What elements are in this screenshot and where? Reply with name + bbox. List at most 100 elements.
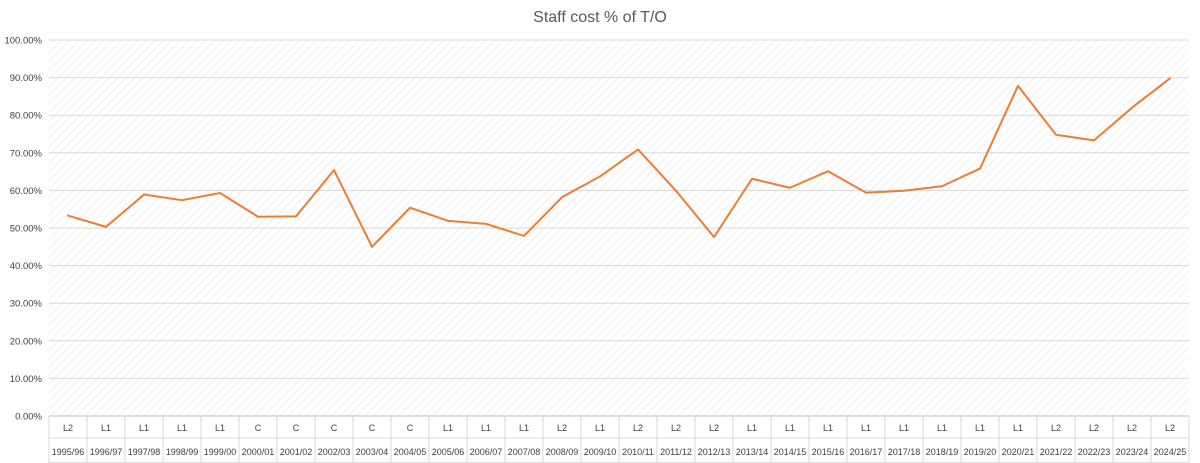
x-tick-label: 1995/96 [52, 447, 85, 457]
x-tick-label: 2008/09 [546, 447, 579, 457]
x-group-label: C [255, 423, 262, 433]
x-group-label: L2 [1051, 423, 1061, 433]
y-tick-label: 40.00% [10, 261, 43, 272]
y-tick-label: 60.00% [10, 186, 43, 197]
x-tick-label: 1996/97 [90, 447, 123, 457]
x-group-label: L1 [443, 423, 453, 433]
data-point [827, 170, 829, 172]
x-group-label: L2 [557, 423, 567, 433]
chart-title: Staff cost % of T/O [533, 9, 667, 26]
x-tick-label: 2004/05 [394, 447, 427, 457]
y-tick-label: 50.00% [10, 224, 43, 235]
data-point [219, 192, 221, 194]
data-point [561, 196, 563, 198]
data-point [105, 226, 107, 228]
data-point [637, 148, 639, 150]
x-group-label: L1 [861, 423, 871, 433]
y-tick-label: 0.00% [15, 412, 42, 423]
x-group-label: L2 [1089, 423, 1099, 433]
x-group-label: C [331, 423, 338, 433]
data-point [295, 215, 297, 217]
x-group-label: L2 [671, 423, 681, 433]
x-group-label: C [369, 423, 376, 433]
x-group-label: L1 [975, 423, 985, 433]
x-tick-label: 2018/19 [926, 447, 959, 457]
x-group-label: L2 [1165, 423, 1175, 433]
y-tick-label: 80.00% [10, 111, 43, 122]
x-tick-label: 1998/99 [166, 447, 199, 457]
data-point [1131, 107, 1133, 109]
data-point [1169, 77, 1171, 79]
x-tick-label: 2001/02 [280, 447, 313, 457]
x-group-label: L2 [633, 423, 643, 433]
x-group-label: L2 [63, 423, 73, 433]
x-tick-label: 2011/12 [660, 447, 692, 457]
x-tick-label: 2002/03 [318, 447, 351, 457]
x-group-label: L1 [215, 423, 225, 433]
data-point [409, 207, 411, 209]
data-point [903, 190, 905, 192]
x-group-label: L1 [595, 423, 605, 433]
data-point [1017, 85, 1019, 87]
x-tick-label: 1997/98 [128, 447, 161, 457]
data-point [143, 194, 145, 196]
data-point [713, 236, 715, 238]
x-tick-label: 2012/13 [698, 447, 731, 457]
x-tick-label: 2009/10 [584, 447, 617, 457]
x-tick-label: 2020/21 [1002, 447, 1035, 457]
x-tick-label: 2005/06 [432, 447, 465, 457]
y-axis-ticks: 0.00% 10.00% 20.00% 30.00% 40.00% 50.00% 60.00… [4, 36, 42, 423]
x-group-label: C [293, 423, 300, 433]
x-tick-label: 2024/25 [1154, 447, 1187, 457]
data-point [865, 192, 867, 194]
data-point [257, 216, 259, 218]
x-tick-label: 2017/18 [888, 447, 921, 457]
data-point [599, 175, 601, 177]
y-tick-label: 70.00% [10, 148, 43, 159]
x-group-label: L1 [177, 423, 187, 433]
x-tick-label: 2022/23 [1078, 447, 1111, 457]
x-group-label: L2 [1127, 423, 1137, 433]
y-tick-label: 100.00% [4, 36, 42, 47]
x-tick-label: 2003/04 [356, 447, 389, 457]
data-point [1093, 139, 1095, 141]
x-tick-label: 2016/17 [850, 447, 883, 457]
x-group-label: L1 [101, 423, 111, 433]
y-tick-label: 10.00% [10, 374, 43, 385]
data-point [941, 185, 943, 187]
data-point [333, 169, 335, 171]
x-tick-label: 2021/22 [1040, 447, 1073, 457]
x-axis: L2 1995/96 L1 1996/97 L1 1997/98 L1 1998/99 L1 19… [48, 415, 1190, 463]
series-layer [67, 77, 1171, 248]
data-point [675, 190, 677, 192]
data-point [1055, 134, 1057, 136]
x-tick-label: 2023/24 [1116, 447, 1149, 457]
x-group-label: L1 [481, 423, 491, 433]
data-point [485, 223, 487, 225]
data-point [979, 168, 981, 170]
data-point [447, 220, 449, 222]
x-tick-label: 2013/14 [736, 447, 769, 457]
x-tick-label: 2015/16 [812, 447, 845, 457]
x-group-label: L1 [519, 423, 529, 433]
x-group-label: L1 [937, 423, 947, 433]
x-group-label: L1 [785, 423, 795, 433]
x-group-label: L1 [139, 423, 149, 433]
y-tick-label: 30.00% [10, 299, 43, 310]
x-tick-label: 2006/07 [470, 447, 503, 457]
data-point [371, 246, 373, 248]
x-group-label: C [407, 423, 414, 433]
data-point [181, 199, 183, 201]
y-tick-label: 20.00% [10, 336, 43, 347]
data-point [523, 235, 525, 237]
x-tick-label: 2019/20 [964, 447, 997, 457]
y-tick-label: 90.00% [10, 73, 43, 84]
gridlines [49, 39, 1189, 417]
data-point [67, 215, 69, 217]
x-group-label: L1 [899, 423, 909, 433]
series-line [67, 77, 1171, 248]
data-point [751, 178, 753, 180]
x-group-label: L1 [1013, 423, 1023, 433]
x-tick-label: 2010/11 [622, 447, 654, 457]
